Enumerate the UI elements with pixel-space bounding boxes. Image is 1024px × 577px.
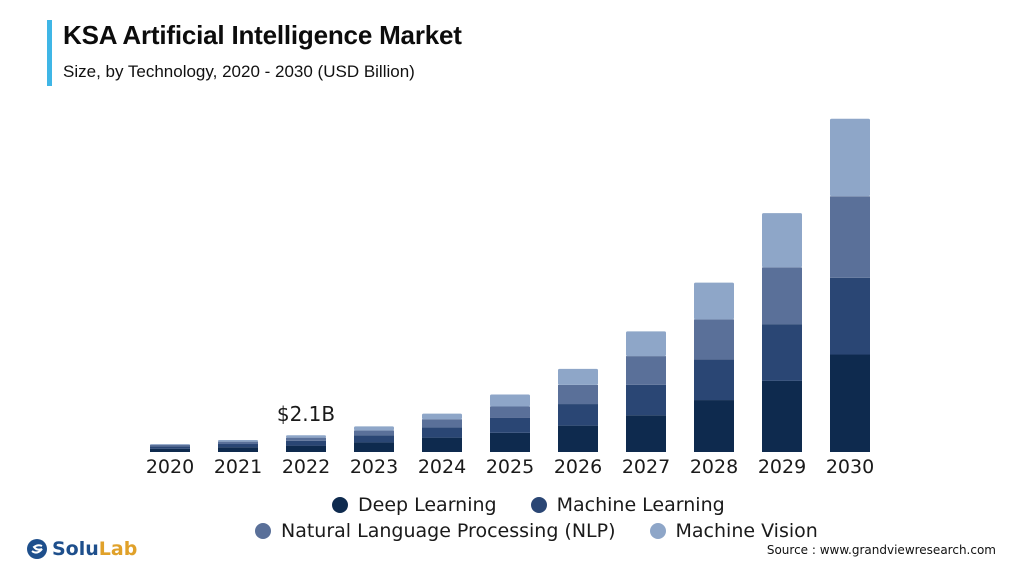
bar-segment-2027-machine-vision <box>626 331 666 357</box>
bar-segment-2027-machine-learning <box>626 384 666 416</box>
bar-segment-2021-deep-learning <box>218 447 258 452</box>
bar-segment-2024-machine-vision <box>422 413 462 420</box>
bar-segment-2029-deep-learning <box>762 380 802 452</box>
bar-segment-2026-machine-vision <box>558 368 598 385</box>
logo-text-solu: Solu <box>52 538 99 560</box>
solulab-logo: Solu Lab <box>26 538 137 560</box>
bar-segment-2026-deep-learning <box>558 425 598 452</box>
bar-segment-2020-natural-language-processing-nlp <box>150 444 190 447</box>
legend-label: Machine Learning <box>556 494 725 516</box>
bar-segment-2021-machine-vision <box>218 440 258 442</box>
legend-item-nlp: Natural Language Processing (NLP) <box>255 520 616 542</box>
bar-segment-2023-natural-language-processing-nlp <box>354 430 394 436</box>
bar-segment-2030-machine-learning <box>830 277 870 355</box>
bar-segment-2024-deep-learning <box>422 437 462 452</box>
legend-swatch <box>530 497 547 513</box>
bar-segment-2028-machine-vision <box>694 282 734 320</box>
bar-segment-2022-deep-learning <box>286 445 326 452</box>
bar-segment-2023-machine-learning <box>354 435 394 443</box>
chart-title: KSA Artificial Intelligence Market <box>63 20 462 50</box>
bar-segment-2030-natural-language-processing-nlp <box>830 196 870 278</box>
bar-segment-2020-machine-vision <box>150 444 190 445</box>
legend-swatch <box>332 497 348 513</box>
logo-mark-icon <box>27 539 47 559</box>
bar-segment-2024-natural-language-processing-nlp <box>422 419 462 428</box>
x-tick-label-2026: 2026 <box>554 456 602 478</box>
x-tick-label-2022: 2022 <box>282 456 330 478</box>
legend-row-1: Deep Learning Machine Learning <box>332 494 725 516</box>
bar-segment-2024-machine-learning <box>422 427 462 438</box>
bar-segment-2030-machine-vision <box>830 118 870 197</box>
bar-segment-2029-machine-vision <box>762 213 802 268</box>
annotations: $2.1B <box>277 402 335 426</box>
x-tick-label-2023: 2023 <box>350 456 398 478</box>
bar-segment-2022-natural-language-processing-nlp <box>286 437 326 441</box>
bar-segment-2028-deep-learning <box>694 400 734 452</box>
stacked-bar-chart: 2020 2021 2022 2023 2024 2025 2026 2027 2028 2029… <box>146 118 874 478</box>
x-tick-label-2024: 2024 <box>418 456 466 478</box>
x-tick-label-2025: 2025 <box>486 456 534 478</box>
bar-segment-2025-machine-vision <box>490 394 530 407</box>
bar-segment-2029-natural-language-processing-nlp <box>762 267 802 325</box>
bar-segment-2023-deep-learning <box>354 442 394 452</box>
x-tick-label-2021: 2021 <box>214 456 262 478</box>
bar-segment-2025-deep-learning <box>490 432 530 452</box>
bar-segment-2027-deep-learning <box>626 415 666 452</box>
x-tick-label-2030: 2030 <box>826 456 874 478</box>
legend-label: Deep Learning <box>358 494 497 516</box>
bar-segment-2025-machine-learning <box>490 417 530 433</box>
chart-subtitle: Size, by Technology, 2020 - 2030 (USD Bi… <box>63 62 415 81</box>
legend-item-machine-learning: Machine Learning <box>530 494 725 516</box>
x-axis-ticks: 2020 2021 2022 2023 2024 2025 2026 2027 2028 2029… <box>146 456 874 478</box>
logo-text-lab: Lab <box>98 538 138 560</box>
bar-segment-2029-machine-learning <box>762 324 802 381</box>
legend-row-2: Natural Language Processing (NLP) Machin… <box>255 520 818 542</box>
bar-segment-2027-natural-language-processing-nlp <box>626 356 666 385</box>
legend-item-deep-learning: Deep Learning <box>332 494 497 516</box>
bar-segment-2022-machine-vision <box>286 435 326 438</box>
bar-segment-2026-machine-learning <box>558 404 598 426</box>
bar-segment-2020-deep-learning <box>150 448 190 452</box>
bar-segment-2022-machine-learning <box>286 440 326 446</box>
bar-segment-2023-machine-vision <box>354 426 394 431</box>
legend-swatch <box>255 523 271 539</box>
legend-label: Natural Language Processing (NLP) <box>281 520 616 542</box>
bar-segment-2025-natural-language-processing-nlp <box>490 406 530 418</box>
legend-label: Machine Vision <box>675 520 818 542</box>
bar-segment-2021-natural-language-processing-nlp <box>218 441 258 445</box>
x-tick-label-2020: 2020 <box>146 456 194 478</box>
legend-item-machine-vision: Machine Vision <box>649 520 818 542</box>
x-tick-label-2027: 2027 <box>622 456 670 478</box>
data-label-2022: $2.1B <box>277 402 335 426</box>
bar-segment-2026-natural-language-processing-nlp <box>558 384 598 405</box>
legend-swatch <box>649 523 666 539</box>
source-note: Source : www.grandviewresearch.com <box>766 543 996 557</box>
x-tick-label-2028: 2028 <box>690 456 738 478</box>
bar-segment-2028-machine-learning <box>694 359 734 401</box>
x-tick-label-2029: 2029 <box>758 456 806 478</box>
bar-segment-2021-machine-learning <box>218 444 258 448</box>
title-accent-bar <box>47 20 52 86</box>
bar-segment-2020-machine-learning <box>150 446 190 449</box>
bar-segment-2030-deep-learning <box>830 354 870 452</box>
bar-group <box>150 118 870 452</box>
bar-segment-2028-natural-language-processing-nlp <box>694 319 734 360</box>
